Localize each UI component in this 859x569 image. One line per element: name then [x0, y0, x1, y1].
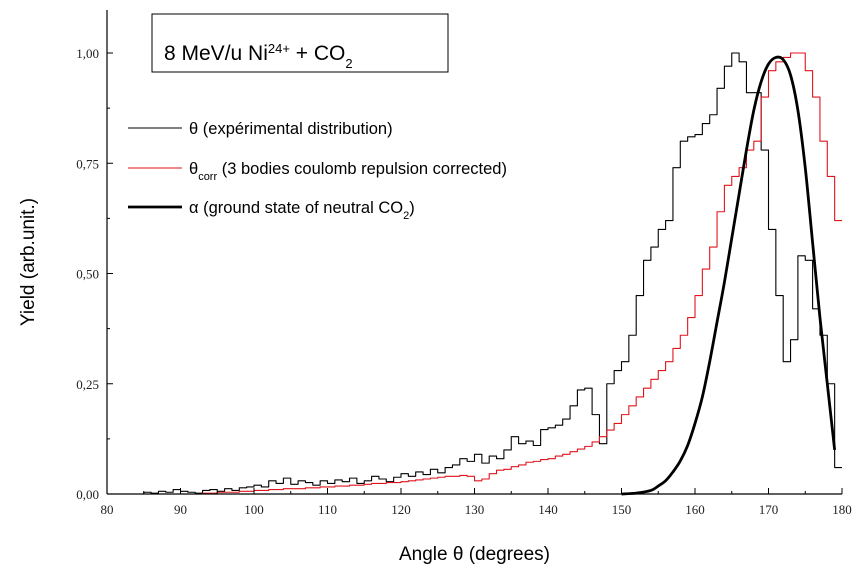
legend: θ (expérimental distribution) θcorr (3 b… [128, 120, 507, 222]
legend-text-theta-corr: (3 bodies coulomb repulsion corrected) [217, 160, 507, 178]
legend-text-alpha: (ground state of neutral CO [199, 199, 404, 217]
legend-label-theta-corr: θcorr (3 bodies coulomb repulsion correc… [189, 160, 507, 183]
legend-symbol-alpha: α [189, 199, 199, 217]
y-tick-label: 0,75 [76, 156, 99, 171]
y-tick-layer: 0,00 0,25 0,50 0,75 1,00 [76, 46, 113, 502]
series-layer [107, 52, 842, 496]
legend-symbol-theta-corr: θ [189, 160, 198, 178]
title-prefix: 8 MeV/u Ni [164, 42, 268, 65]
chart-title: 8 MeV/u Ni24+ + CO2 [164, 41, 353, 71]
title-subscript: 2 [345, 56, 352, 71]
y-axis-title: Yield (arb.unit.) [18, 198, 39, 326]
legend-label-alpha: α (ground state of neutral CO2) [189, 199, 415, 222]
y-tick-label: 0,50 [76, 267, 99, 282]
axes-layer [106, 10, 842, 495]
series-line-theta [107, 52, 842, 495]
title-middle: + CO [290, 42, 345, 65]
x-tick-label: 170 [759, 502, 779, 517]
series-line-alpha [621, 55, 837, 496]
legend-sub-corr: corr [198, 171, 217, 183]
x-tick-label: 90 [174, 502, 187, 517]
legend-text-theta: (expérimental distribution) [198, 120, 392, 138]
legend-text-alpha-end: ) [409, 199, 415, 217]
title-frame [151, 13, 449, 73]
series-line-theta_corr [107, 52, 842, 495]
x-tick-label: 110 [318, 502, 337, 517]
x-tick-label: 130 [465, 502, 485, 517]
legend-symbol-theta: θ [189, 120, 198, 138]
y-tick-label: 0,00 [76, 487, 99, 502]
x-tick-label: 140 [538, 502, 558, 517]
x-tick-label: 100 [244, 502, 264, 517]
title-superscript: 24+ [268, 41, 290, 56]
y-tick-label: 1,00 [76, 46, 99, 61]
legend-sub-co2: 2 [403, 210, 409, 222]
x-tick-label: 120 [391, 502, 411, 517]
title-box: 8 MeV/u Ni24+ + CO2 [151, 13, 449, 73]
x-tick-label: 180 [832, 502, 852, 517]
x-tick-label: 150 [612, 502, 632, 517]
x-tick-label: 80 [101, 502, 114, 517]
x-tick-label: 160 [685, 502, 705, 517]
x-tick-layer: 80 90 100 110 120 130 140 150 160 170 180 [101, 488, 852, 517]
y-tick-label: 0,25 [76, 377, 99, 392]
legend-label-theta: θ (expérimental distribution) [189, 120, 393, 138]
x-axis-title: Angle θ (degrees) [399, 544, 550, 565]
